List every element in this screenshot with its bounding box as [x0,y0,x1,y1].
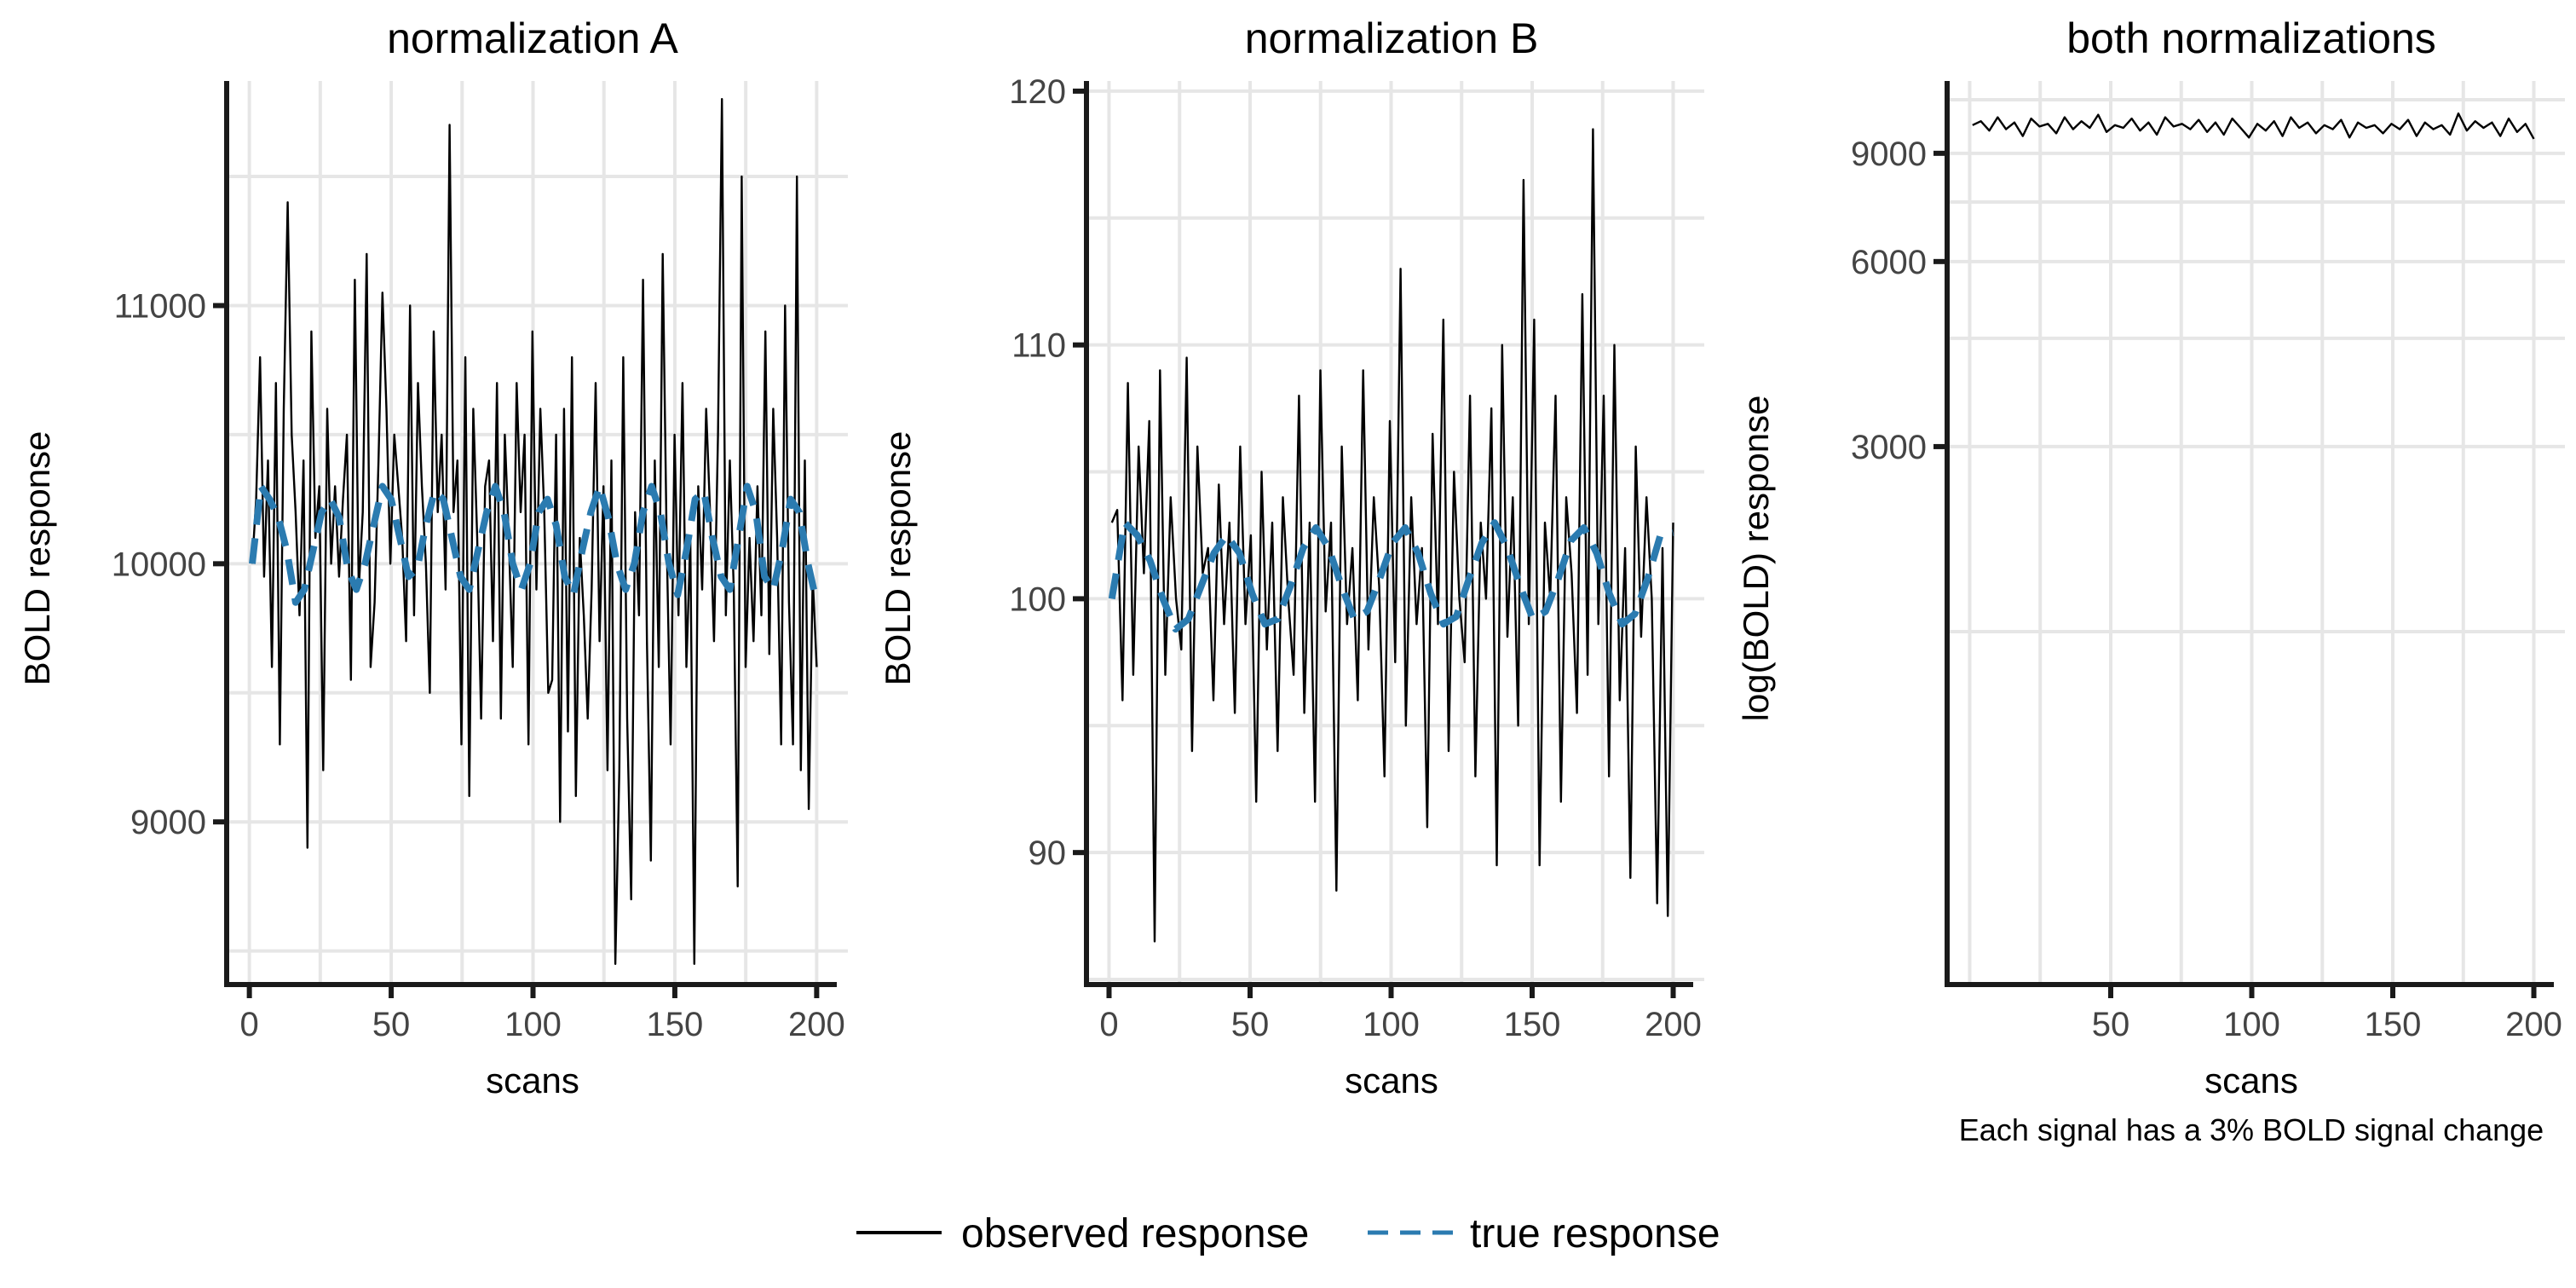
y-tick-label: 3000 [1851,429,1927,466]
y-tick-label: 10000 [112,546,206,583]
x-tick-label: 50 [1231,1006,1270,1043]
grid-lines [1947,81,2565,985]
panel-title: both normalizations [2066,14,2436,62]
axes: 0 50 100 150 200 9000 10000 11000 [112,81,845,1043]
series-observed-response [1972,112,2535,140]
x-tick-label: 200 [788,1006,845,1043]
y-tick-label: 11000 [114,287,206,325]
panel-caption: Each signal has a 3% BOLD signal change [1959,1112,2544,1147]
x-tick-label: 100 [2223,1006,2280,1043]
x-tick-label: 100 [504,1006,562,1043]
series-lines [1972,112,2535,140]
x-tick-label: 150 [1504,1006,1561,1043]
y-tick-label: 110 [1011,327,1066,365]
y-axis-title: BOLD response [17,431,57,686]
x-axis-title: scans [2204,1060,2298,1100]
series-lines [1108,128,1674,943]
series-true-response [249,482,821,606]
x-tick-label: 100 [1363,1006,1420,1043]
axes: 0 50 100 150 200 90 100 110 120 [1009,73,1702,1043]
x-tick-label: 150 [647,1006,704,1043]
x-tick-label: 200 [1645,1006,1702,1043]
axes: 50 100 150 200 3000 6000 9000 [1851,81,2562,1043]
y-axis-title: log(BOLD) response [1736,396,1776,722]
x-tick-label: 50 [2092,1006,2130,1043]
series-true-response [1108,519,1674,633]
x-axis-title: scans [486,1060,579,1100]
legend-label-observed: observed response [961,1211,1309,1256]
y-tick-label: 120 [1009,73,1066,111]
panel-normalization-a: 0 50 100 150 200 9000 10000 11000 normalization… [17,14,848,1100]
x-tick-label: 200 [2505,1006,2562,1043]
panel-title: normalization A [387,14,678,62]
grid-lines [1086,81,1704,985]
x-tick-label: 0 [1099,1006,1118,1043]
y-tick-label: 100 [1009,580,1066,618]
x-tick-label: 150 [2365,1006,2422,1043]
y-tick-label: 9000 [130,804,206,841]
x-axis-title: scans [1345,1060,1438,1100]
panel-title: normalization B [1245,14,1539,62]
series-observed-response [1110,128,1674,943]
panel-both-normalizations: 50 100 150 200 3000 6000 9000 both normalizati… [1736,14,2565,1147]
x-tick-label: 50 [372,1006,411,1043]
y-tick-label: 90 [1029,835,1067,872]
legend-label-true: true response [1470,1211,1720,1256]
legend: observed response true response [856,1211,1720,1256]
series-lines [249,97,821,966]
series-observed-response [251,97,818,966]
y-tick-label: 6000 [1851,244,1927,281]
y-tick-label: 9000 [1851,136,1927,173]
x-tick-label: 0 [240,1006,259,1043]
y-axis-title: BOLD response [878,431,918,686]
